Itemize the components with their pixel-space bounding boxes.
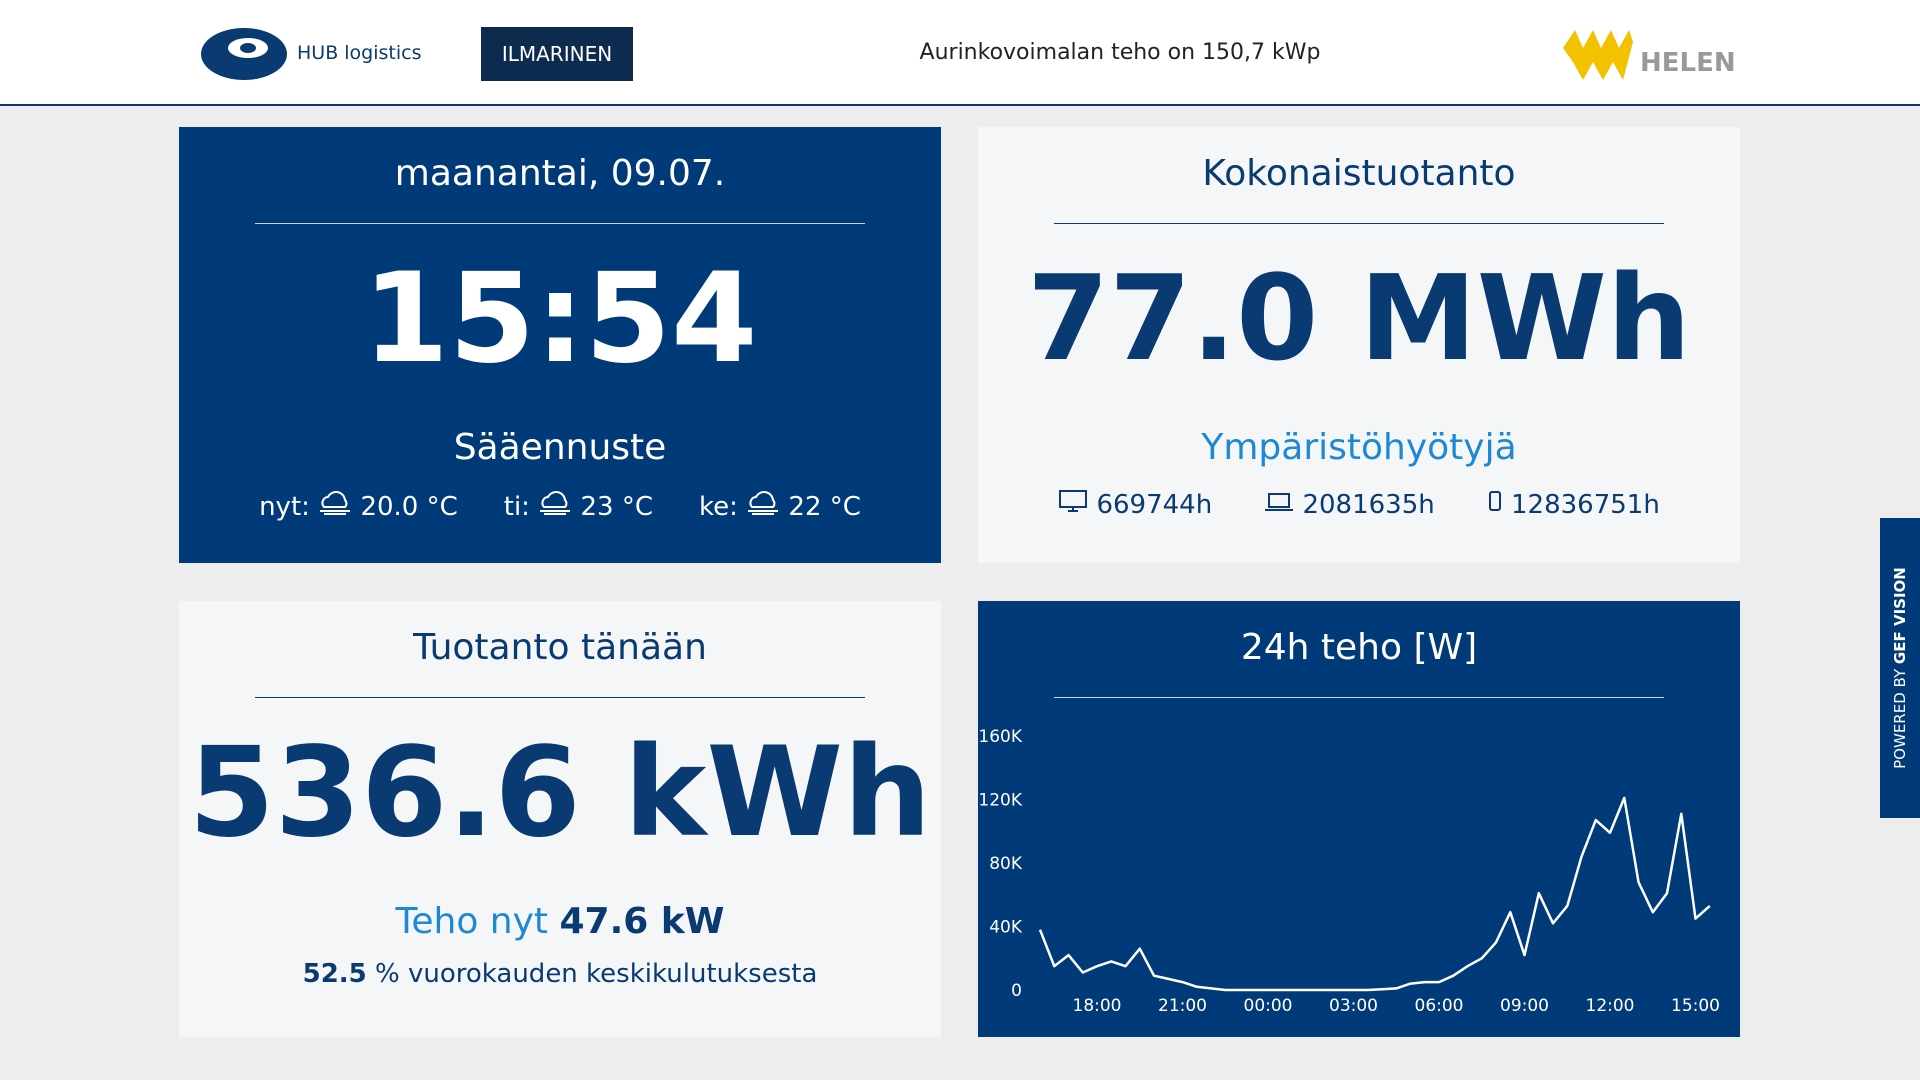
benefits-row: 669744h 2081635h 12836751h	[978, 489, 1740, 520]
y-tick-label: 80K	[989, 854, 1023, 874]
side-tab[interactable]: POWERED BY GEF VISION	[1880, 518, 1920, 818]
x-tick-label: 09:00	[1500, 996, 1549, 1016]
forecast-temp: 20.0 °C	[360, 492, 458, 522]
y-tick-label: 120K	[978, 791, 1022, 811]
forecast-temp: 23 °C	[580, 492, 653, 522]
share-text: % vuorokauden keskikulutuksesta	[375, 959, 818, 989]
helen-logo-text: HELEN	[1640, 48, 1736, 78]
clock-panel: maanantai, 09.07. 15:54 Sääennuste nyt: …	[179, 127, 941, 563]
side-prefix: POWERED BY	[1891, 668, 1909, 769]
divider	[255, 223, 865, 224]
forecast-label: ke:	[698, 492, 738, 522]
total-value: 77.0 MWh	[1027, 249, 1691, 387]
divider	[255, 697, 865, 698]
forecast-label: nyt:	[259, 492, 310, 522]
monitor-icon	[1059, 490, 1088, 512]
forecast-temp: 22 °C	[788, 492, 861, 522]
x-tick-label: 15:00	[1671, 996, 1720, 1016]
x-tick-label: 18:00	[1073, 996, 1122, 1016]
forecast-row: nyt: 20.0 °C ti: 23 °C ke: 22 °C	[179, 489, 941, 522]
chart-title: 24h teho [W]	[1240, 627, 1478, 668]
total-panel: Kokonaistuotanto 77.0 MWh Ympäristöhyöty…	[978, 127, 1740, 563]
share-row: 52.5 % vuorokauden keskikulutuksesta	[179, 959, 941, 989]
cloud-icon	[748, 491, 779, 515]
forecast-title: Sääennuste	[453, 427, 667, 468]
hub-logo-mark	[201, 28, 287, 80]
x-tick-label: 12:00	[1586, 996, 1635, 1016]
side-brand: GEF VISION	[1891, 567, 1909, 665]
time: 15:54	[362, 247, 758, 391]
total-title: Kokonaistuotanto	[1202, 153, 1516, 194]
today-panel: Tuotanto tänään 536.6 kWh Teho nyt 47.6 …	[179, 601, 941, 1037]
today-title: Tuotanto tänään	[413, 627, 707, 668]
header: HUB logistics ILMARINEN Aurinkovoimalan …	[0, 0, 1920, 106]
power-label: Teho nyt	[395, 901, 549, 942]
forecast-item: ke: 22 °C	[699, 489, 861, 522]
divider	[1054, 697, 1664, 698]
today-value: 536.6 kWh	[188, 721, 932, 865]
chart-panel: 24h teho [W] 0 40K 80K 120K 160K 18:00 21:00 00…	[978, 601, 1740, 1037]
chart: 0 40K 80K 120K 160K 18:00 21:00 00:00 03:00 06:00…	[978, 727, 1720, 1016]
y-tick-label: 0	[1011, 981, 1022, 1001]
benefit-value: 12836751h	[1510, 490, 1660, 520]
laptop-icon	[1265, 493, 1294, 511]
phone-icon	[1488, 491, 1501, 511]
forecast-item: nyt: 20.0 °C	[259, 489, 458, 522]
power-line	[1038, 796, 1711, 992]
forecast-label: ti:	[503, 492, 530, 522]
x-tick-label: 21:00	[1158, 996, 1207, 1016]
side-tab-text: POWERED BY GEF VISION	[1891, 567, 1909, 769]
benefit-value: 2081635h	[1302, 490, 1435, 520]
x-tick-label: 06:00	[1415, 996, 1464, 1016]
x-tick-label: 00:00	[1244, 996, 1293, 1016]
x-tick-label: 03:00	[1329, 996, 1378, 1016]
ilmarinen-logo: ILMARINEN	[481, 27, 633, 81]
forecast-item: ti: 23 °C	[504, 489, 653, 522]
benefit: 669744h	[1058, 489, 1212, 520]
y-tick-label: 40K	[989, 918, 1023, 938]
header-title: Aurinkovoimalan teho on 150,7 kWp	[919, 40, 1321, 65]
y-tick-label: 160K	[978, 727, 1022, 747]
cloud-icon	[320, 491, 351, 515]
benefit-value: 669744h	[1096, 490, 1213, 520]
cloud-icon	[540, 491, 571, 515]
date: maanantai, 09.07.	[394, 153, 726, 194]
divider	[1054, 223, 1664, 224]
power-value: 47.6 kW	[559, 901, 725, 942]
benefit: 12836751h	[1487, 489, 1660, 520]
helen-logo-mark	[1563, 30, 1633, 80]
benefit: 2081635h	[1264, 489, 1435, 520]
benefits-title: Ympäristöhyötyjä	[1201, 427, 1517, 468]
hub-logo-text: HUB logistics	[297, 42, 422, 64]
share-value: 52.5	[302, 959, 367, 989]
power-row: Teho nyt 47.6 kW	[179, 901, 941, 942]
